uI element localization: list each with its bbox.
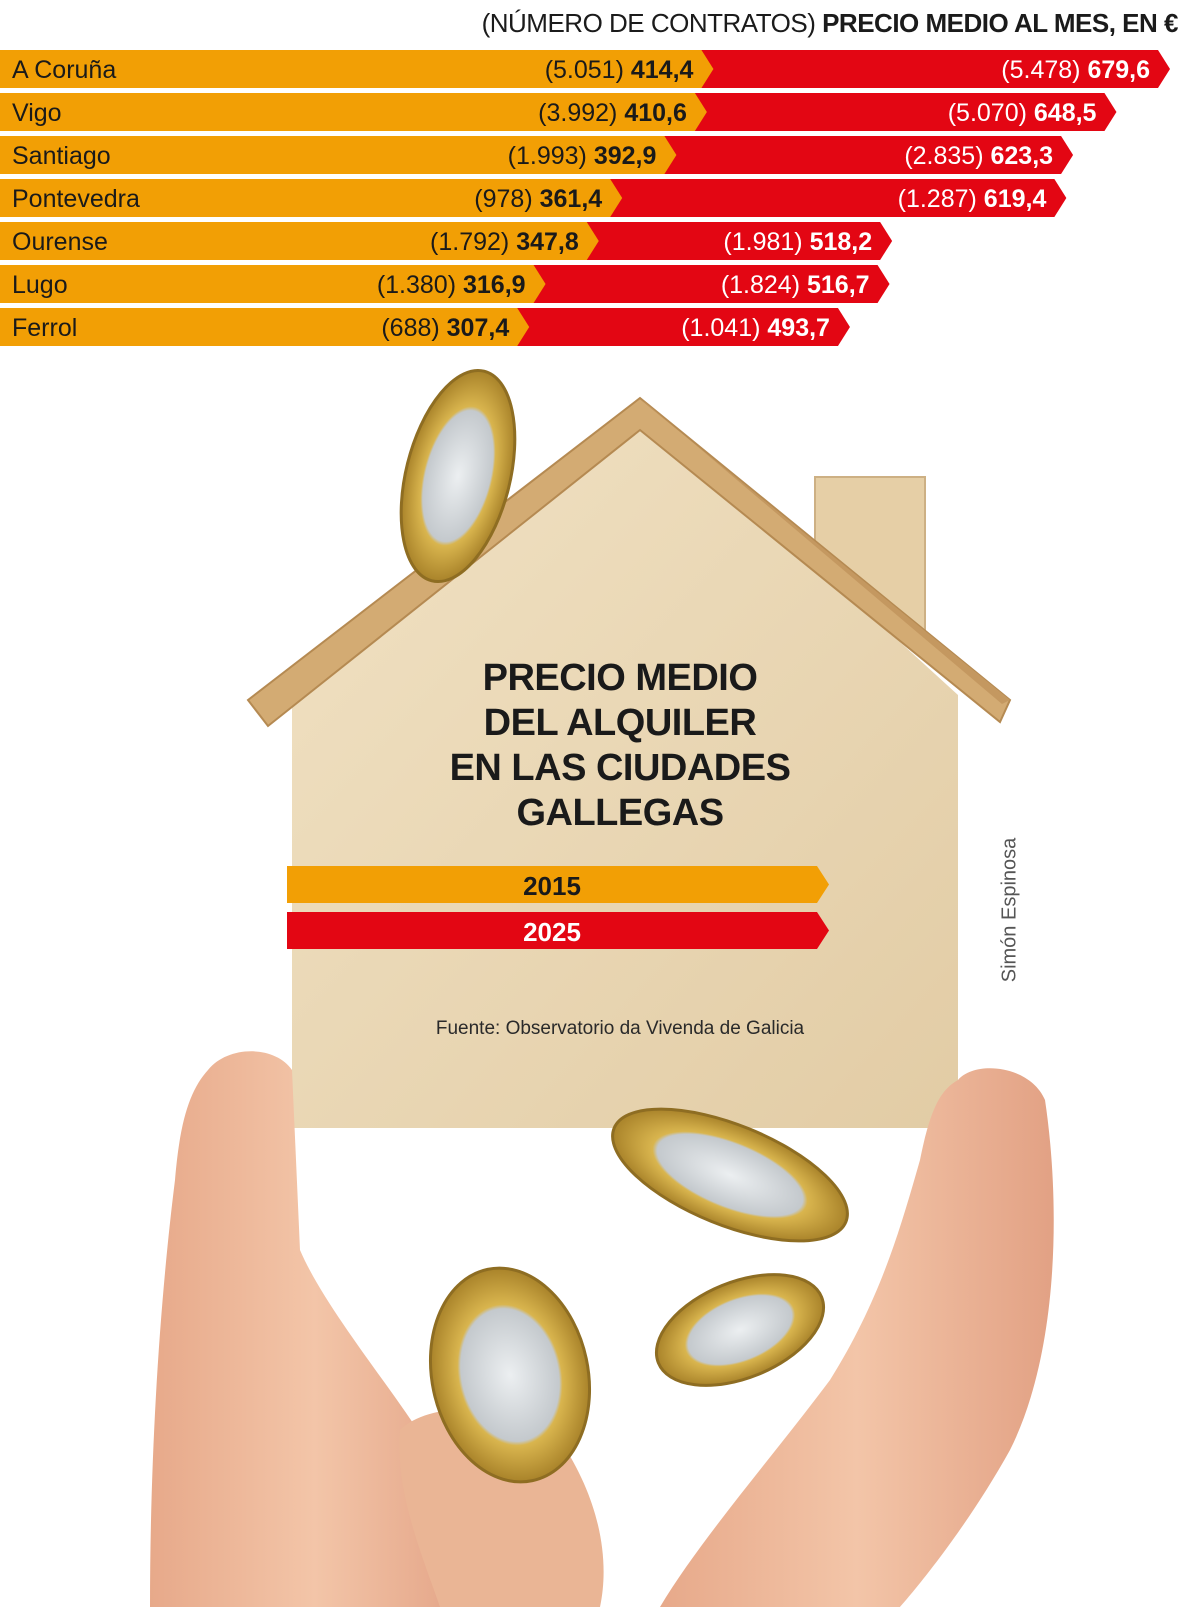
count-label: (1.287)	[898, 185, 984, 213]
value-label: 518,2	[810, 228, 873, 256]
right-hand	[660, 1068, 1054, 1607]
bar-2015-1	[0, 93, 707, 131]
left-hand	[150, 1051, 480, 1607]
count-label: (3.992)	[538, 99, 624, 127]
euro-coin-2	[611, 1107, 849, 1243]
count-label: (688)	[381, 314, 446, 342]
euro-coin-1	[399, 368, 517, 584]
bar-2015-5	[0, 265, 546, 303]
title-line-4: GALLEGAS	[516, 792, 724, 834]
bar-label-2015-2: (1.993) 392,9	[508, 142, 657, 170]
header-main: PRECIO MEDIO AL MES, EN €	[822, 8, 1178, 38]
value-label: 619,4	[984, 185, 1047, 213]
euro-coin-3	[428, 1266, 592, 1484]
legend-swatch-2015	[287, 866, 829, 903]
roof-edge	[640, 398, 1010, 704]
euro-coin-4	[654, 1273, 826, 1387]
title-line-1: PRECIO MEDIO	[482, 657, 758, 699]
count-label: (5.070)	[948, 99, 1034, 127]
bar-label-2025-4: (1.981) 518,2	[723, 228, 872, 256]
count-label: (2.835)	[904, 142, 990, 170]
bar-2015-3	[0, 179, 623, 217]
value-label: 648,5	[1034, 99, 1097, 127]
legend-label-2025: 2025	[523, 917, 581, 947]
category-label-0: A Coruña	[12, 56, 116, 84]
chart-title: PRECIO MEDIO DEL ALQUILER EN LAS CIUDADE…	[360, 656, 880, 836]
bar-label-2025-5: (1.824) 516,7	[721, 271, 870, 299]
bar-label-2015-4: (1.792) 347,8	[430, 228, 579, 256]
category-label-6: Ferrol	[12, 314, 77, 342]
value-label: 679,6	[1087, 56, 1150, 84]
house-scene	[150, 368, 1054, 1607]
category-label-2: Santiago	[12, 142, 111, 170]
bar-2015-2	[0, 136, 677, 174]
count-label: (5.478)	[1001, 56, 1087, 84]
bar-label-2025-2: (2.835) 623,3	[904, 142, 1053, 170]
value-label: 414,4	[631, 56, 694, 84]
count-label: (1.981)	[723, 228, 809, 256]
category-label-1: Vigo	[12, 99, 62, 127]
count-label: (1.792)	[430, 228, 516, 256]
bar-label-2015-6: (688) 307,4	[381, 314, 509, 342]
bar-label-2025-1: (5.070) 648,5	[948, 99, 1097, 127]
bar-2015-0	[0, 50, 714, 88]
photo-credit: Simón Espinosa	[998, 837, 1021, 983]
bar-2015-6	[0, 308, 530, 346]
bar-label-2015-3: (978) 361,4	[474, 185, 602, 213]
value-label: 347,8	[516, 228, 579, 256]
count-label: (1.041)	[681, 314, 767, 342]
value-label: 493,7	[767, 314, 830, 342]
count-label: (978)	[474, 185, 539, 213]
value-label: 316,9	[463, 271, 526, 299]
category-label-3: Pontevedra	[12, 185, 140, 213]
value-label: 410,6	[624, 99, 687, 127]
bar-label-2025-0: (5.478) 679,6	[1001, 56, 1150, 84]
category-label-5: Lugo	[12, 271, 68, 299]
bar-label-2015-0: (5.051) 414,4	[545, 56, 694, 84]
bar-2015-4	[0, 222, 599, 260]
value-label: 623,3	[991, 142, 1054, 170]
bar-label-2025-6: (1.041) 493,7	[681, 314, 830, 342]
header-prefix: (NÚMERO DE CONTRATOS)	[481, 8, 816, 38]
title-line-2: DEL ALQUILER	[483, 702, 757, 744]
count-label: (5.051)	[545, 56, 631, 84]
value-label: 307,4	[447, 314, 510, 342]
count-label: (1.993)	[508, 142, 594, 170]
count-label: (1.824)	[721, 271, 807, 299]
legend-label-2015: 2015	[523, 871, 581, 901]
chart-header: (NÚMERO DE CONTRATOS) PRECIO MEDIO AL ME…	[481, 8, 1179, 39]
bar-label-2025-3: (1.287) 619,4	[898, 185, 1047, 213]
category-label-4: Ourense	[12, 228, 108, 256]
source-note: Fuente: Observatorio da Vivenda de Galic…	[435, 1018, 805, 1039]
value-label: 361,4	[540, 185, 603, 213]
legend-swatch-2025	[287, 912, 829, 949]
bar-label-2015-1: (3.992) 410,6	[538, 99, 687, 127]
bar-label-2015-5: (1.380) 316,9	[377, 271, 526, 299]
value-label: 392,9	[594, 142, 657, 170]
value-label: 516,7	[807, 271, 870, 299]
title-line-3: EN LAS CIUDADES	[449, 747, 791, 789]
count-label: (1.380)	[377, 271, 463, 299]
